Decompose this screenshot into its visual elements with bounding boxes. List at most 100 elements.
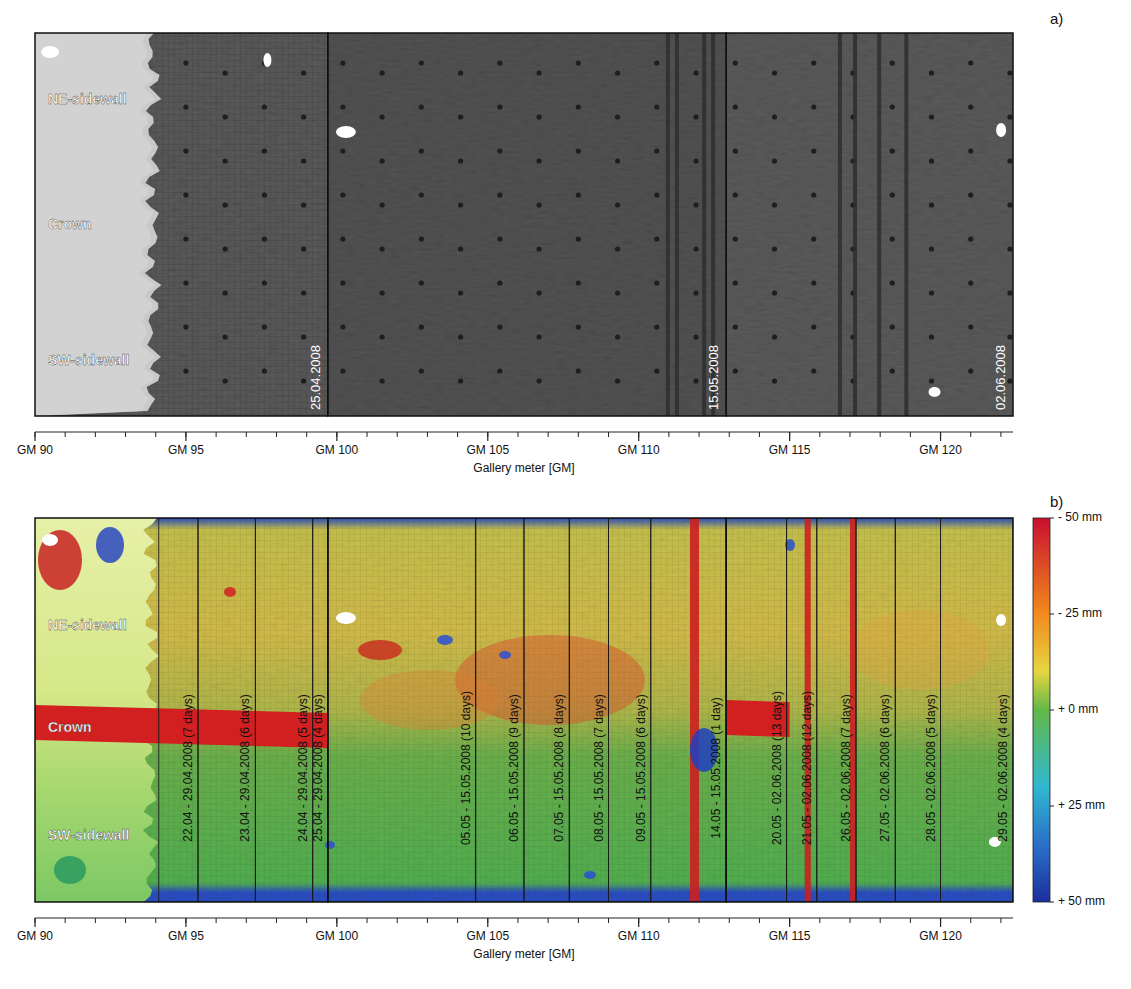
colorbar-tick [1050, 518, 1054, 519]
anchor-dot [497, 280, 502, 285]
tick-label: GM 95 [168, 443, 204, 457]
anchor-dot [772, 158, 777, 163]
scan-frame [328, 33, 726, 416]
major-tick [638, 918, 639, 927]
anchor-dot [890, 280, 895, 285]
anchor-dot [733, 368, 738, 373]
minor-tick [970, 432, 971, 437]
anchor-dot [693, 334, 698, 339]
spot [499, 651, 511, 659]
minor-tick [819, 918, 820, 923]
colorbar [1033, 518, 1050, 902]
anchor-dot [929, 334, 934, 339]
anchor-dot [458, 246, 463, 251]
minor-tick [125, 432, 126, 437]
anchor-dot [1007, 246, 1012, 251]
minor-tick [367, 432, 368, 437]
minor-tick [729, 432, 730, 437]
rail [853, 33, 857, 416]
anchor-dot [497, 236, 502, 241]
gap [42, 534, 58, 546]
minor-tick [65, 432, 66, 437]
minor-tick [457, 918, 458, 923]
minor-tick [910, 432, 911, 437]
interval-strip [941, 518, 1013, 902]
tick-label: GM 90 [17, 929, 53, 943]
region-label: Crown [48, 216, 92, 232]
scan-frame [726, 518, 1013, 902]
anchor-dot [693, 114, 698, 119]
anchor-dot [1007, 114, 1012, 119]
anchor-dot [693, 290, 698, 295]
anchor-dot [772, 290, 777, 295]
anchor-dot [1007, 378, 1012, 383]
minor-tick [548, 432, 549, 437]
spot [358, 640, 402, 660]
anchor-dot [654, 60, 659, 65]
tick-label: GM 100 [316, 443, 359, 457]
pale-face [35, 33, 161, 416]
anchor-dot [733, 192, 738, 197]
minor-tick [397, 918, 398, 923]
major-tick [487, 918, 488, 927]
axis-line [35, 918, 1013, 919]
major-tick [336, 918, 337, 927]
anchor-dot [301, 246, 306, 251]
tick-label: GM 105 [466, 929, 509, 943]
anchor-dot [380, 114, 385, 119]
anchor-dot [458, 334, 463, 339]
spot [584, 871, 596, 879]
minor-tick [276, 918, 277, 923]
minor-tick [759, 432, 760, 437]
minor-tick [699, 918, 700, 923]
anchor-dot [968, 192, 973, 197]
anchor-dot [458, 114, 463, 119]
anchor-dot [693, 202, 698, 207]
anchor-dot [419, 280, 424, 285]
anchor-dot [576, 60, 581, 65]
anchor-dot [890, 148, 895, 153]
anchor-dot [929, 246, 934, 251]
minor-tick [880, 432, 881, 437]
interval-label: 06.05 - 15.05.2008 (9 days) [507, 694, 521, 841]
interval-label: 24.04 - 29.04.2008 (5 days) [296, 694, 310, 841]
major-tick [185, 918, 186, 927]
minor-tick [125, 918, 126, 923]
interval-strip [609, 518, 651, 902]
anchor-dot [340, 60, 345, 65]
minor-tick [246, 432, 247, 437]
minor-tick [819, 432, 820, 437]
deformation-texture [35, 518, 1013, 902]
gap [41, 46, 59, 58]
major-tick [940, 918, 941, 927]
anchor-dot [733, 324, 738, 329]
anchor-dot [223, 70, 228, 75]
x-axis: GM 90GM 95GM 100GM 105GM 110GM 115GM 120… [17, 918, 1013, 961]
anchor-dot [811, 104, 816, 109]
anchor-dot [811, 280, 816, 285]
gap [929, 387, 941, 397]
anchor-dot [262, 280, 267, 285]
anchor-dot [1007, 290, 1012, 295]
interval-strip [856, 518, 895, 902]
anchor-dot [615, 378, 620, 383]
panel-letter: b) [1050, 493, 1063, 510]
gap [263, 53, 271, 67]
anchor-dot [223, 114, 228, 119]
colorbar-label: + 0 mm [1058, 702, 1098, 716]
tick-label: GM 105 [466, 443, 509, 457]
tick-label: GM 115 [769, 929, 811, 943]
anchor-dot [301, 290, 306, 295]
spot [54, 856, 86, 884]
anchor-dot [693, 378, 698, 383]
anchor-dot [968, 104, 973, 109]
anchor-dot [458, 70, 463, 75]
major-tick [34, 918, 35, 927]
minor-tick [155, 432, 156, 437]
interval-label: 09.05 - 15.05.2008 (6 days) [634, 694, 648, 841]
anchor-dot [262, 148, 267, 153]
anchor-dot [968, 148, 973, 153]
anchor-dot [1007, 202, 1012, 207]
anchor-dot [262, 324, 267, 329]
minor-tick [367, 918, 368, 923]
